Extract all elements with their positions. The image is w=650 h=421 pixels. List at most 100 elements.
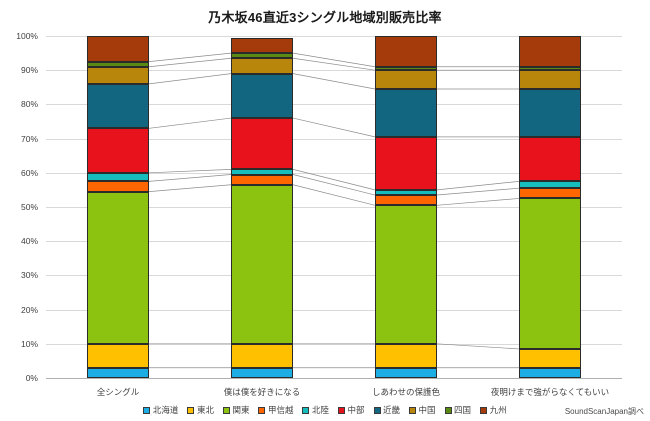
gridline (46, 378, 622, 379)
legend-label: 北陸 (311, 405, 329, 415)
bar-segment[interactable] (375, 36, 437, 67)
bar-segment[interactable] (519, 89, 581, 137)
bar-segment[interactable] (375, 205, 437, 344)
legend-item[interactable]: 四国 (444, 404, 471, 416)
legend-item[interactable]: 関東 (222, 404, 250, 416)
bar-segment[interactable] (87, 61, 149, 67)
y-axis-tick: 100% (16, 31, 38, 41)
bar-segment[interactable] (231, 73, 293, 119)
bar-segment[interactable] (231, 169, 293, 175)
legend-item[interactable]: 中国 (409, 404, 436, 416)
y-axis-tick: 10% (20, 338, 38, 349)
legend-swatch-icon (480, 406, 488, 414)
y-axis: 100% 90% 80% 70% 60% 50% 40% 30% 20% 10% 0% (0, 31, 42, 383)
legend-label: 九州 (489, 405, 507, 415)
legend-label: 近畿 (383, 405, 401, 415)
legend-item[interactable]: 近畿 (373, 404, 401, 416)
gridlines (46, 36, 622, 379)
legend-swatch-icon (444, 406, 452, 414)
bar-segment[interactable] (87, 66, 149, 84)
bar-segment[interactable] (231, 53, 293, 59)
bar-segment[interactable] (375, 189, 437, 196)
bar-segment[interactable] (519, 367, 581, 378)
bar-group[interactable] (375, 36, 437, 378)
legend-item[interactable]: 北海道 (143, 404, 178, 416)
legend: 北海道 東北 関東 甲信越 北陸 中部 近畿 中国 四国 九州 (0, 404, 650, 416)
y-axis-tick: 70% (20, 133, 38, 144)
legend-label: 甲信越 (267, 405, 294, 415)
bar-segment[interactable] (375, 89, 437, 137)
y-axis-tick: 60% (20, 167, 38, 178)
bar-segment[interactable] (231, 58, 293, 74)
gridline (46, 104, 622, 106)
bar-segment[interactable] (375, 195, 437, 206)
legend-item[interactable]: 九州 (480, 404, 507, 416)
bar-segment[interactable] (519, 198, 581, 349)
legend-label: 北海道 (152, 405, 179, 415)
source-note: SoundScanJapan調べ (564, 407, 644, 416)
legend-swatch-icon (187, 406, 195, 414)
gridline (46, 207, 622, 208)
gridline (46, 309, 622, 311)
bar-segment[interactable] (519, 188, 581, 199)
bar-segment[interactable] (375, 136, 437, 190)
legend-swatch-icon (338, 406, 345, 414)
page-title: 乃木坂46直近3シングル地域別販売比率 (208, 10, 442, 25)
y-axis-tick: 80% (20, 99, 38, 110)
legend-item[interactable]: 甲信越 (258, 404, 293, 416)
bar-segment[interactable] (87, 367, 149, 378)
bar-segment[interactable] (231, 174, 293, 185)
legend-label: 中国 (418, 405, 436, 415)
bar-group[interactable] (87, 36, 149, 378)
bar-segment[interactable] (519, 36, 581, 67)
x-axis-label: 僕は僕を好きになる (223, 387, 301, 397)
x-axis-label: 夜明けまで強がらなくてもいい (490, 387, 610, 397)
legend-item[interactable]: 東北 (187, 404, 214, 416)
legend-item[interactable]: 中部 (338, 404, 365, 416)
y-axis-tick: 40% (20, 236, 38, 247)
legend-label: 東北 (196, 405, 214, 415)
y-axis-tick: 20% (20, 304, 38, 315)
bar-segment[interactable] (87, 172, 149, 182)
gridline (46, 241, 622, 243)
bar-segment[interactable] (87, 83, 149, 129)
bar-segment[interactable] (519, 66, 581, 71)
legend-swatch-icon (409, 406, 417, 414)
bar-segment[interactable] (87, 36, 149, 62)
bar-group[interactable] (519, 36, 581, 378)
legend-label: 中部 (347, 405, 365, 415)
gridline (46, 275, 622, 277)
legend-label: 関東 (232, 405, 250, 415)
bar-segment[interactable] (231, 37, 293, 54)
bar-segment[interactable] (375, 367, 437, 378)
gridline (46, 343, 622, 345)
bar-segment[interactable] (519, 348, 581, 368)
bar-segment[interactable] (375, 66, 437, 71)
gridline (46, 138, 622, 140)
y-axis-tick: 90% (20, 65, 38, 76)
bar-segment[interactable] (519, 181, 581, 189)
bar-segment[interactable] (231, 118, 293, 170)
y-axis-tick: 50% (20, 202, 38, 212)
plot-area (46, 36, 622, 379)
bar-segment[interactable] (375, 70, 437, 90)
bar-segment[interactable] (87, 128, 149, 173)
legend-item[interactable]: 北陸 (302, 404, 329, 416)
bar-segment[interactable] (231, 343, 293, 368)
bar-segment[interactable] (87, 191, 149, 344)
bar-segment[interactable] (87, 181, 149, 192)
bar-series-container (46, 36, 622, 378)
bar-segment[interactable] (231, 184, 293, 344)
legend-swatch-icon (258, 406, 266, 414)
bar-segment[interactable] (375, 343, 437, 368)
x-axis-label: しあわせの保護色 (371, 387, 441, 397)
x-axis-label: 全シングル (96, 387, 140, 397)
x-axis-labels: 全シングル 僕は僕を好きになる しあわせの保護色 夜明けまで強がらなくてもいい (46, 386, 622, 400)
bar-group[interactable] (231, 36, 293, 378)
bar-segment[interactable] (519, 136, 581, 182)
bar-segment[interactable] (231, 367, 293, 378)
bar-segment[interactable] (519, 70, 581, 90)
y-axis-tick: 0% (25, 373, 38, 383)
bar-segment[interactable] (87, 343, 149, 368)
